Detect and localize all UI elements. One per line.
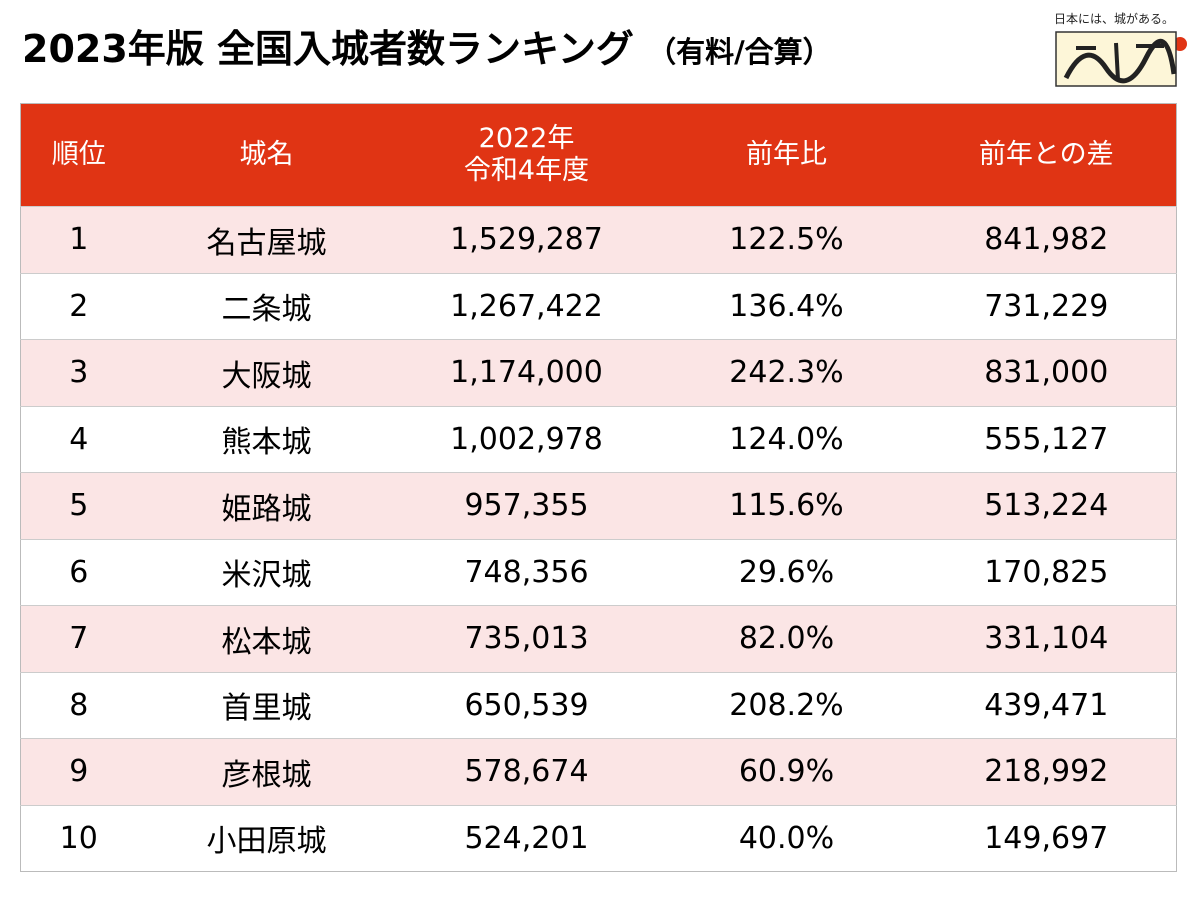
table-cell: 122.5% <box>656 206 917 273</box>
table-cell: 218,992 <box>916 738 1177 805</box>
table-row: 6 米沢城 748,356 29.6% 170,825 <box>20 538 1177 606</box>
table-cell: 242.3% <box>656 339 917 406</box>
table-cell: 米沢城 <box>136 538 397 606</box>
table-cell: 彦根城 <box>136 738 397 805</box>
title-block: 2023年版 全国入城者数ランキング （有料/合算） <box>22 18 832 73</box>
table-cell: 1,174,000 <box>396 339 657 406</box>
table-cell: 1,267,422 <box>396 272 657 340</box>
table-cell: 7 <box>20 605 137 672</box>
subtitle: （有料/合算） <box>647 35 832 69</box>
table-cell: 1,529,287 <box>396 206 657 273</box>
table-cell: 957,355 <box>396 472 657 539</box>
table-cell: 6 <box>20 538 137 606</box>
table-cell: 8 <box>20 671 137 739</box>
table-cell: 小田原城 <box>136 804 397 872</box>
logo-text: 日本には、城がある。 <box>1054 12 1175 26</box>
table-row: 7 松本城 735,013 82.0% 331,104 <box>20 605 1177 672</box>
table-cell: 9 <box>20 738 137 805</box>
table-cell: 149,697 <box>916 804 1177 872</box>
table-cell: 731,229 <box>916 272 1177 340</box>
table-cell: 1,002,978 <box>396 405 657 473</box>
table-cell: 二条城 <box>136 272 397 340</box>
table-cell: 831,000 <box>916 339 1177 406</box>
table-cell: 首里城 <box>136 671 397 739</box>
table-row: 4 熊本城 1,002,978 124.0% 555,127 <box>20 405 1177 473</box>
table-cell: 524,201 <box>396 804 657 872</box>
table-row: 3 大阪城 1,174,000 242.3% 831,000 <box>20 339 1177 406</box>
table-cell: 170,825 <box>916 538 1177 606</box>
table-row: 5 姫路城 957,355 115.6% 513,224 <box>20 472 1177 539</box>
table-cell: 439,471 <box>916 671 1177 739</box>
table-row: 9 彦根城 578,674 60.9% 218,992 <box>20 738 1177 805</box>
table-cell: 5 <box>20 472 137 539</box>
table-cell: 115.6% <box>656 472 917 539</box>
table-cell: 40.0% <box>656 804 917 872</box>
table-cell: 名古屋城 <box>136 206 397 273</box>
table-cell: 650,539 <box>396 671 657 739</box>
table-cell: 10 <box>20 804 137 872</box>
table-cell: 松本城 <box>136 605 397 672</box>
table-cell: 熊本城 <box>136 405 397 473</box>
table-cell: 大阪城 <box>136 339 397 406</box>
table-cell: 60.9% <box>656 738 917 805</box>
table-cell: 136.4% <box>656 272 917 340</box>
table-cell: 29.6% <box>656 538 917 606</box>
table-cell: 4 <box>20 405 137 473</box>
column-header: 順位 <box>20 103 137 207</box>
logo-art <box>1055 31 1187 87</box>
column-header-line: 令和4年度 <box>463 155 590 186</box>
logo-brush2 <box>1076 42 1164 81</box>
table-body: 1 名古屋城 1,529,287 122.5% 841,982 2 二条城 1,267,422… <box>20 206 1177 872</box>
table-cell: 735,013 <box>396 605 657 672</box>
logo: 日本には、城がある。 <box>1046 8 1194 94</box>
table-cell: 513,224 <box>916 472 1177 539</box>
table-row: 2 二条城 1,267,422 136.4% 731,229 <box>20 272 1177 340</box>
logo-brush <box>1063 38 1177 84</box>
column-header-line: 2022年 <box>478 122 575 154</box>
column-header: 前年との差 <box>916 103 1177 207</box>
table-cell: 124.0% <box>656 405 917 473</box>
title: 2023年版 全国入城者数ランキング <box>22 27 634 71</box>
table-cell: 82.0% <box>656 605 917 672</box>
table-cell: 841,982 <box>916 206 1177 273</box>
table-cell: 3 <box>20 339 137 406</box>
table-cell: 1 <box>20 206 137 273</box>
table-cell: 208.2% <box>656 671 917 739</box>
ranking-table: 順位 城名 2022年 令和4年度 前年比 前年との差 1 名古屋城 1,529,287 122… <box>20 103 1177 872</box>
table-cell: 748,356 <box>396 538 657 606</box>
header-row: 順位 城名 2022年 令和4年度 前年比 前年との差 <box>20 103 1177 207</box>
column-header: 前年比 <box>656 103 917 207</box>
table-cell: 姫路城 <box>136 472 397 539</box>
table-cell: 2 <box>20 272 137 340</box>
table-row: 10 小田原城 524,201 40.0% 149,697 <box>20 804 1177 872</box>
table-cell: 578,674 <box>396 738 657 805</box>
table-row: 8 首里城 650,539 208.2% 439,471 <box>20 671 1177 739</box>
column-header: 2022年 令和4年度 <box>396 103 657 207</box>
table-cell: 331,104 <box>916 605 1177 672</box>
table-cell: 555,127 <box>916 405 1177 473</box>
column-header: 城名 <box>136 103 397 207</box>
table-row: 1 名古屋城 1,529,287 122.5% 841,982 <box>20 206 1177 273</box>
